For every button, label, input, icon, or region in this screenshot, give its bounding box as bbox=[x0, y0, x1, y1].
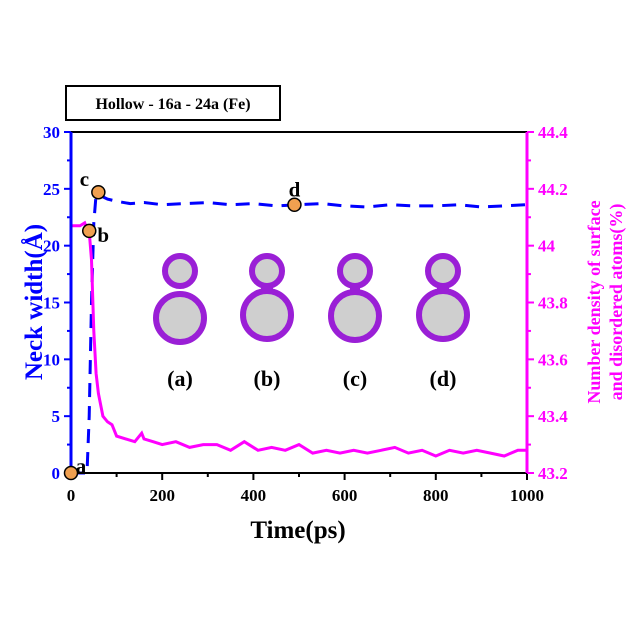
y-tick-label: 10 bbox=[43, 350, 60, 369]
inset-label: (d) bbox=[430, 366, 457, 391]
small-particle bbox=[249, 253, 285, 289]
inset-snapshot-d: (d) bbox=[416, 253, 470, 391]
x-axis-label: Time(ps) bbox=[250, 517, 345, 544]
y-tick-label: 15 bbox=[43, 294, 60, 313]
y-right-tick-label: 44.2 bbox=[538, 180, 568, 199]
y-right-axis-label-line1: Number density of surface bbox=[584, 200, 604, 403]
y-right-axis-label-line2: and disordered atoms(%) bbox=[606, 204, 627, 401]
neck-bridge bbox=[261, 286, 273, 294]
x-tick-label: 800 bbox=[423, 486, 449, 505]
neck-bridge bbox=[437, 286, 449, 294]
large-particle bbox=[416, 288, 470, 342]
inset-label: (a) bbox=[167, 366, 193, 391]
y-tick-label: 25 bbox=[43, 180, 60, 199]
x-tick-label: 600 bbox=[332, 486, 358, 505]
x-tick-label: 1000 bbox=[510, 486, 544, 505]
large-particle bbox=[328, 289, 382, 343]
x-tick-label: 400 bbox=[241, 486, 267, 505]
small-particle bbox=[337, 253, 373, 289]
inset-snapshot-a: (a) bbox=[153, 253, 207, 391]
y-right-tick-label: 43.6 bbox=[538, 350, 568, 369]
data-marker-c bbox=[91, 184, 106, 200]
series-line-neck-width bbox=[71, 191, 528, 475]
marker-label-c: c bbox=[80, 167, 89, 191]
data-marker-b bbox=[81, 223, 97, 239]
y-tick-label: 20 bbox=[43, 237, 60, 256]
large-particle bbox=[240, 288, 294, 342]
series-line-density bbox=[71, 220, 527, 458]
marker-label-d: d bbox=[289, 178, 301, 202]
small-particle bbox=[162, 253, 198, 289]
y-right-tick-label: 43.2 bbox=[538, 464, 568, 483]
x-tick-label: 0 bbox=[67, 486, 76, 505]
chart-title: Hollow - 16a - 24a (Fe) bbox=[95, 96, 250, 113]
y-right-tick-label: 43.8 bbox=[538, 294, 568, 313]
data-marker-d bbox=[287, 197, 302, 212]
x-tick-label: 200 bbox=[149, 486, 175, 505]
inset-label: (c) bbox=[343, 366, 367, 391]
title-box bbox=[65, 85, 281, 121]
inset-label: (b) bbox=[254, 366, 281, 391]
y-tick-label: 0 bbox=[52, 464, 61, 483]
marker-label-b: b bbox=[97, 223, 109, 247]
large-particle bbox=[153, 291, 207, 345]
inset-snapshot-b: (b) bbox=[240, 253, 294, 391]
y-tick-label: 30 bbox=[43, 123, 60, 142]
data-marker-a bbox=[63, 465, 79, 481]
y-right-tick-label: 44 bbox=[538, 237, 556, 256]
neck-bridge bbox=[350, 288, 360, 292]
marker-label-a: a bbox=[76, 454, 87, 478]
inset-snapshot-c: (c) bbox=[328, 253, 382, 391]
y-right-tick-label: 44.4 bbox=[538, 123, 568, 142]
y-tick-label: 5 bbox=[52, 407, 61, 426]
y-right-tick-label: 43.4 bbox=[538, 407, 568, 426]
y-axis-label: Neck width(Å) bbox=[20, 224, 48, 380]
small-particle bbox=[425, 253, 461, 289]
